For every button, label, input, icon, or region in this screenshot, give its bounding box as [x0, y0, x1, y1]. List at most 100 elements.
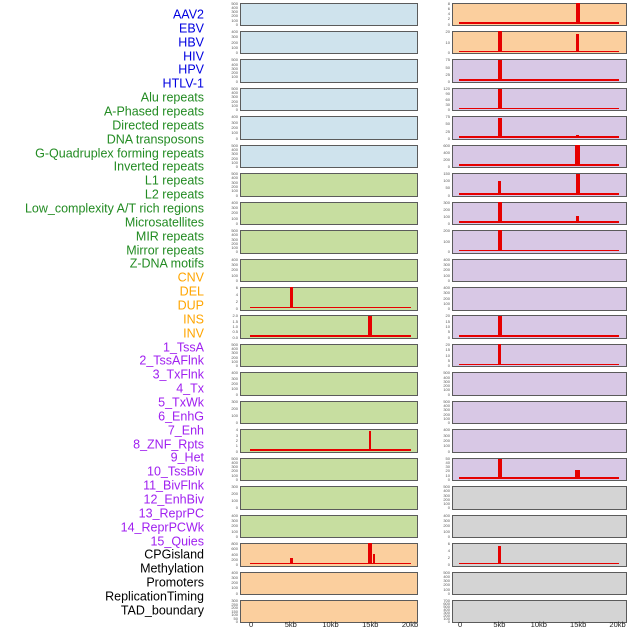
y-tick-label: 2: [447, 555, 450, 561]
y-tick-label: 200: [231, 241, 238, 246]
y-tick-label: 100: [443, 273, 450, 278]
track-panel: [452, 2, 627, 26]
track-panel: [240, 429, 418, 453]
signal-baseline: [458, 221, 619, 223]
y-tick-label: 0: [235, 477, 238, 482]
y-tick-label: 0: [447, 136, 450, 141]
y-tick-label: 500: [231, 342, 238, 347]
y-tick-label: 0: [447, 591, 450, 596]
y-tick-label: 400: [443, 150, 450, 155]
peak-marker: [498, 89, 502, 110]
y-tick-label: 200: [231, 523, 238, 529]
y-tick-label: 0: [235, 221, 238, 226]
y-tick-label: 600: [443, 143, 450, 148]
x-tick-label: 5kb: [493, 619, 506, 629]
peak-marker: [497, 201, 502, 223]
track-label-methylation: Methylation: [140, 561, 204, 576]
signal-baseline: [249, 306, 412, 309]
y-tick-label: 1.0: [232, 324, 238, 330]
y-tick-label: 500: [443, 570, 450, 575]
track-panel: [452, 457, 627, 482]
y-tick-label: 400: [443, 513, 450, 518]
y-tick-label: 100: [231, 45, 238, 50]
track-panel: [452, 258, 627, 283]
y-tick-label: 100: [231, 130, 238, 136]
track-label-mirror-repeats: Mirror repeats: [126, 243, 204, 258]
track-label-cpgisland: CPGisland: [144, 547, 204, 562]
track-panel: [240, 457, 418, 482]
track-panel: [240, 543, 418, 567]
y-tick-label: 200: [443, 438, 450, 443]
y-tick-label: 200: [231, 99, 238, 104]
y-tick-label: 200: [231, 468, 238, 474]
peak-marker: [498, 458, 502, 479]
track-label-ins: INS: [183, 312, 204, 327]
y-tick-label: 200: [231, 557, 238, 563]
y-tick-label: 0: [447, 249, 450, 255]
y-tick-label: 400: [231, 513, 238, 518]
y-tick-label: 75: [445, 57, 450, 63]
track-panel: [452, 429, 627, 453]
y-tick-label: 300: [443, 262, 450, 267]
y-tick-label: 0: [235, 79, 238, 84]
signal-baseline: [458, 249, 619, 252]
y-tick-label: 300: [231, 376, 238, 381]
y-tick-label: 300: [443, 518, 450, 523]
y-tick-label: 0: [235, 278, 238, 283]
y-tick-label: 400: [231, 29, 238, 34]
y-tick-label: 300: [231, 120, 238, 125]
y-tick-label: 100: [231, 245, 238, 251]
y-tick-label: 0: [235, 619, 238, 625]
y-tick-label: 8: [447, 1, 450, 6]
track-panel: [240, 201, 418, 226]
y-tick-label: 2: [235, 299, 238, 305]
y-tick-label: 0: [447, 619, 450, 625]
y-tick-label: 5: [447, 358, 450, 363]
y-tick-label: 1.5: [232, 319, 238, 324]
y-tick-label: 0.5: [232, 329, 238, 335]
y-tick-label: 30: [445, 102, 450, 107]
y-tick-label: 100: [443, 587, 450, 592]
y-tick-label: 300: [443, 610, 450, 616]
y-tick-label: 25: [445, 129, 450, 134]
peak-marker: [289, 558, 293, 565]
y-tick-label: 500: [231, 57, 238, 63]
y-tick-label: 2.0: [232, 313, 238, 319]
y-tick-label: 300: [231, 484, 238, 490]
track-panel: [240, 144, 418, 169]
track-panel: [452, 116, 627, 140]
track-panel: [240, 30, 418, 55]
y-tick-label: 3: [235, 433, 238, 438]
peak-marker: [368, 430, 372, 451]
track-label-del: DEL: [179, 284, 204, 299]
y-tick-label: 25: [445, 72, 450, 77]
y-tick-label: 0: [235, 591, 238, 596]
peak-marker: [372, 553, 375, 565]
y-tick-label: 10: [445, 40, 450, 45]
track-panel: [240, 400, 418, 425]
y-tick-label: 100: [231, 359, 238, 364]
track-label-15-quies: 15_Quies: [150, 534, 204, 549]
peak-marker: [576, 135, 580, 138]
y-tick-label: 100: [231, 188, 238, 194]
y-tick-label: 300: [443, 433, 450, 438]
track-label-alu-repeats: Alu repeats: [140, 90, 204, 105]
y-tick-label: 400: [231, 90, 238, 96]
y-tick-label: 100: [231, 585, 238, 591]
signal-baseline: [458, 164, 619, 167]
y-tick-label: 0: [235, 50, 238, 56]
track-label-13-reprpc: 13_ReprPC: [138, 506, 204, 521]
track-label-hiv: HIV: [183, 49, 204, 64]
y-tick-label: 200: [231, 156, 238, 161]
track-label-2-tssaflnk: 2_TssAFlnk: [139, 353, 204, 368]
y-tick-label: 6: [447, 6, 450, 11]
y-tick-label: 200: [443, 582, 450, 588]
peak-marker: [498, 344, 502, 366]
y-tick-label: 400: [443, 488, 450, 494]
signal-baseline: [458, 136, 619, 138]
track-panel: [452, 486, 627, 510]
track-label-aav2: AAV2: [172, 7, 204, 22]
y-tick-label: 10: [445, 324, 450, 330]
y-tick-label: 500: [443, 399, 450, 404]
y-tick-label: 100: [231, 473, 238, 478]
